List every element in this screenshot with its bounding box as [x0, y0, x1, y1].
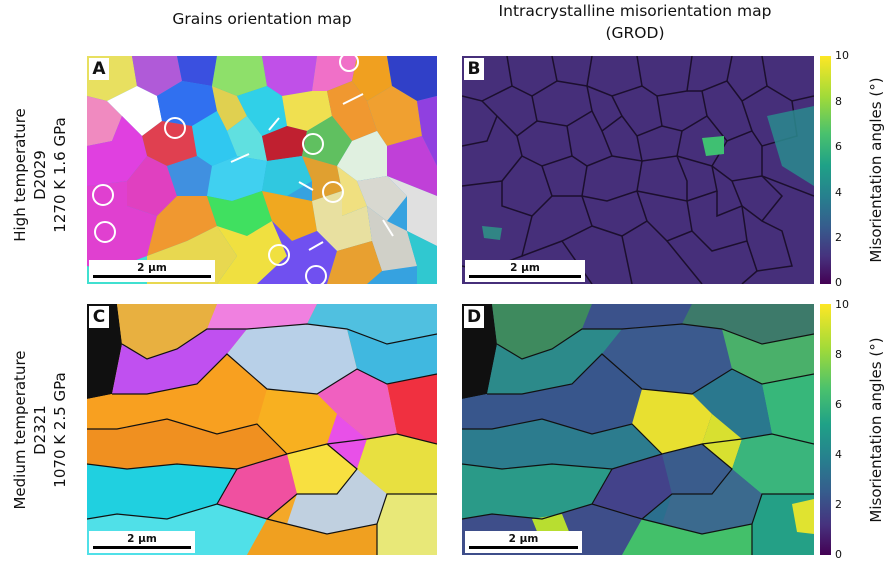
colorbar-bottom-tick-10: 10	[835, 298, 849, 311]
panel-a-grains	[87, 56, 437, 284]
panel-b-label: B	[464, 58, 484, 80]
panel-a-orientation-map: A 2 μm	[87, 56, 437, 284]
panel-d-grains	[462, 304, 814, 555]
colorbar-top-tick-4: 4	[835, 186, 842, 199]
row2-line1: Medium temperature	[11, 350, 29, 510]
panel-c-orientation-map: C 2 μm	[87, 304, 437, 555]
colorbar-bottom-tick-6: 6	[835, 398, 842, 411]
row-label-medium-temperature: Medium temperature D2321 1070 K 2.5 GPa	[10, 330, 70, 530]
panel-d-grod-map: D 2 μm	[462, 304, 814, 555]
row1-line2: D2029	[31, 150, 49, 200]
colorbar-bottom-tick-4: 4	[835, 448, 842, 461]
panel-c-scale-line	[93, 546, 191, 549]
colorbar-bottom-tick-0: 0	[835, 548, 842, 561]
row2-line3: 1070 K 2.5 GPa	[51, 372, 69, 488]
panel-c-label: C	[89, 306, 109, 328]
right-column-title-line1: Intracrystalline misorientation map	[498, 2, 772, 20]
panel-c-scale-bar: 2 μm	[89, 531, 195, 553]
right-column-title: Intracrystalline misorientation map (GRO…	[440, 0, 830, 44]
row1-line1: High temperature	[11, 108, 29, 242]
panel-b-scale-line	[469, 275, 581, 278]
panel-a-label: A	[89, 58, 109, 80]
colorbar-bottom-title: Misorientation angles (°)	[867, 337, 885, 523]
colorbar-bottom-tick-8: 8	[835, 348, 842, 361]
panel-d-label: D	[464, 306, 484, 328]
panel-b-grod-map: B 2 μm	[462, 56, 814, 284]
right-column-title-line2: (GROD)	[605, 24, 665, 42]
colorbar-top	[820, 56, 831, 284]
panel-b-scale-bar: 2 μm	[465, 260, 585, 282]
colorbar-bottom	[820, 304, 831, 555]
panel-c-scale-text: 2 μm	[127, 533, 157, 545]
panel-b-scale-text: 2 μm	[510, 262, 540, 274]
colorbar-top-tick-8: 8	[835, 95, 842, 108]
row-label-high-temperature: High temperature D2029 1270 K 1.6 GPa	[10, 75, 70, 275]
panel-a-scale-bar: 2 μm	[89, 260, 215, 282]
left-column-title: Grains orientation map	[172, 10, 352, 28]
colorbar-top-tick-0: 0	[835, 276, 842, 289]
panel-d-scale-line	[469, 546, 578, 549]
row2-line2: D2321	[31, 405, 49, 455]
colorbar-top-tick-10: 10	[835, 49, 849, 62]
colorbar-bottom-tick-2: 2	[835, 498, 842, 511]
row1-line3: 1270 K 1.6 GPa	[51, 117, 69, 233]
colorbar-top-tick-2: 2	[835, 231, 842, 244]
panel-d-scale-bar: 2 μm	[465, 531, 582, 553]
colorbar-top-title: Misorientation angles (°)	[867, 77, 885, 263]
panel-b-grains	[462, 56, 814, 284]
panel-a-scale-line	[93, 275, 211, 278]
colorbar-top-tick-6: 6	[835, 140, 842, 153]
panel-c-grains	[87, 304, 437, 555]
panel-d-scale-text: 2 μm	[508, 533, 539, 545]
panel-a-scale-text: 2 μm	[137, 262, 167, 274]
